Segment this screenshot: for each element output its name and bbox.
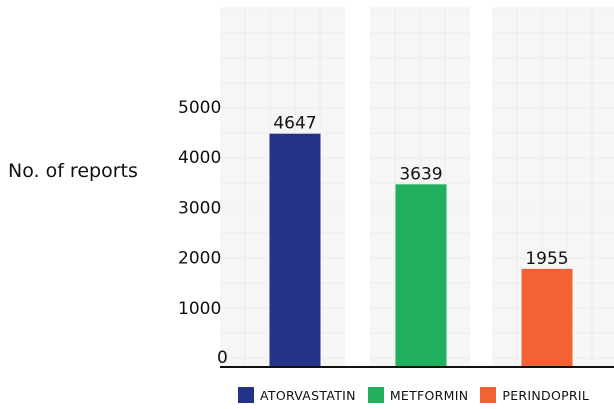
legend-item-metformin: METFORMIN — [367, 387, 469, 403]
legend-label: METFORMIN — [389, 387, 469, 403]
y-tick-label: 3000 — [178, 198, 221, 218]
legend-label: PERINDOPRIL — [502, 387, 590, 403]
y-tick-label: 1000 — [178, 299, 221, 319]
y-tick-label: 0 — [217, 348, 228, 368]
bars — [269, 133, 573, 367]
legend: ATORVASTATIN METFORMIN PERINDOPRIL — [238, 387, 601, 403]
legend-swatch — [238, 387, 254, 403]
bar-perindopril — [521, 268, 573, 367]
y-tick-label: 4000 — [178, 148, 221, 168]
legend-item-perindopril: PERINDOPRIL — [480, 387, 589, 403]
legend-swatch — [367, 387, 384, 403]
y-axis-label: No. of reports — [8, 160, 138, 182]
bar-atorvastatin — [269, 133, 321, 367]
y-tick-label: 2000 — [178, 249, 221, 269]
y-axis-ticks: 0 1000 2000 3000 4000 5000 — [178, 98, 228, 368]
bar-metformin — [395, 184, 447, 367]
legend-item-atorvastatin: ATORVASTATIN — [238, 387, 356, 403]
y-tick-label: 5000 — [178, 98, 221, 118]
bar-value-label: 1955 — [525, 249, 568, 269]
bar-value-label: 4647 — [273, 114, 316, 134]
bar-value-labels: 4647 3639 1955 — [273, 114, 568, 269]
bar-value-label: 3639 — [399, 164, 442, 184]
legend-label: ATORVASTATIN — [260, 387, 356, 403]
legend-swatch — [480, 387, 497, 403]
